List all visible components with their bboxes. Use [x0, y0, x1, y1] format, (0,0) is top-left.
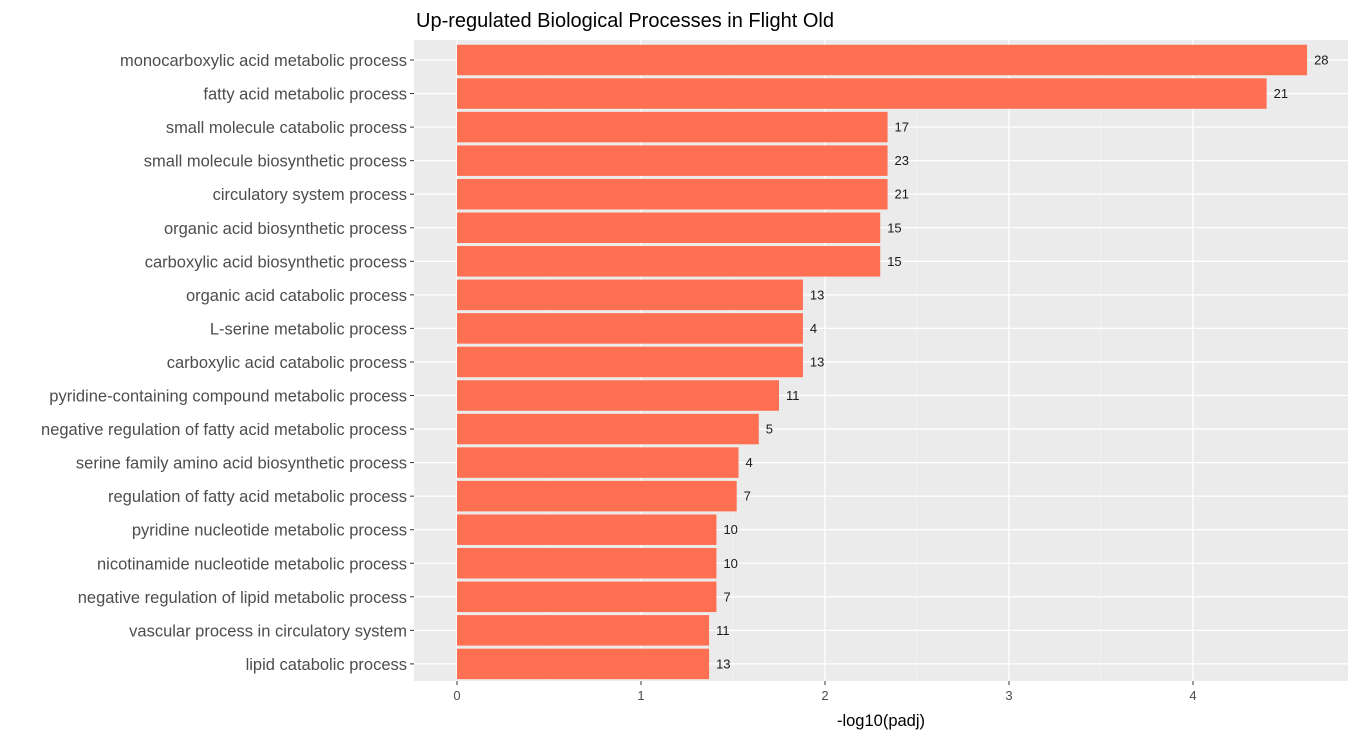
bars — [457, 44, 1308, 680]
bar-value-label: 21 — [895, 187, 909, 202]
x-tick-label: 4 — [1189, 688, 1196, 703]
bar — [457, 514, 717, 545]
bar — [457, 548, 717, 579]
category-label: nicotinamide nucleotide metabolic proces… — [97, 555, 407, 573]
bar — [457, 78, 1267, 109]
bar — [457, 648, 710, 680]
bar-value-label: 13 — [810, 287, 824, 302]
bar-value-label: 7 — [744, 489, 751, 504]
bar-value-label: 5 — [766, 422, 773, 437]
bar-value-label: 11 — [786, 388, 800, 403]
bar — [457, 111, 888, 143]
bar-value-label: 13 — [810, 354, 824, 369]
chart-title: Up-regulated Biological Processes in Fli… — [416, 10, 834, 32]
category-label: monocarboxylic acid metabolic process — [120, 52, 407, 70]
x-tick-label: 2 — [821, 688, 828, 703]
bar — [457, 145, 888, 176]
x-axis-title: -log10(padj) — [837, 712, 925, 730]
bar-value-label: 28 — [1314, 53, 1328, 68]
category-label: organic acid catabolic process — [186, 287, 407, 305]
category-label: pyridine-containing compound metabolic p… — [49, 388, 407, 406]
bar — [457, 346, 803, 378]
bar — [457, 279, 803, 311]
bar-value-label: 15 — [887, 220, 901, 235]
bar-value-label: 15 — [887, 254, 901, 269]
bar-value-label: 10 — [723, 522, 737, 537]
bar — [457, 480, 737, 512]
category-label: serine family amino acid biosynthetic pr… — [76, 455, 407, 473]
category-label: regulation of fatty acid metabolic proce… — [108, 488, 407, 506]
category-label: circulatory system process — [213, 186, 407, 204]
bar — [457, 44, 1308, 76]
bar-value-label: 13 — [716, 656, 730, 671]
bar-value-label: 7 — [723, 589, 730, 604]
bar-value-label: 17 — [895, 120, 909, 135]
x-tick-label: 0 — [453, 688, 460, 703]
bar-value-label: 4 — [810, 321, 817, 336]
category-label: lipid catabolic process — [246, 656, 407, 674]
category-label: L-serine metabolic process — [210, 320, 407, 338]
x-tick-label: 3 — [1005, 688, 1012, 703]
category-label: fatty acid metabolic process — [203, 86, 407, 104]
category-label: carboxylic acid biosynthetic process — [145, 253, 407, 271]
bar — [457, 246, 881, 277]
category-label: small molecule catabolic process — [166, 119, 407, 137]
category-label: negative regulation of lipid metabolic p… — [78, 589, 407, 607]
category-label: carboxylic acid catabolic process — [167, 354, 407, 372]
bar — [457, 380, 779, 411]
bar-value-label: 4 — [746, 455, 753, 470]
category-label: vascular process in circulatory system — [129, 622, 407, 640]
category-label: pyridine nucleotide metabolic process — [132, 522, 407, 540]
category-label: negative regulation of fatty acid metabo… — [41, 421, 407, 439]
category-label: organic acid biosynthetic process — [164, 220, 407, 238]
bar-value-label: 21 — [1274, 86, 1288, 101]
data-labels: 28 21 17 23 21 15 15 13 4 13 11 5 4 7 10 10 7 11 13 — [716, 53, 1328, 672]
bar-value-label: 23 — [895, 153, 909, 168]
bar — [457, 615, 710, 646]
x-tick-label: 1 — [637, 688, 644, 703]
bar — [457, 447, 739, 478]
category-axis: monocarboxylic acid metabolic process fat… — [41, 52, 414, 674]
x-axis: 0 1 2 3 4 — [453, 681, 1197, 703]
bar — [457, 581, 717, 613]
bar — [457, 178, 888, 210]
bar-value-label: 11 — [716, 623, 730, 638]
bar-value-label: 10 — [723, 556, 737, 571]
bar — [457, 212, 881, 243]
category-label: small molecule biosynthetic process — [144, 153, 407, 171]
bar — [457, 413, 759, 445]
bar — [457, 313, 803, 344]
